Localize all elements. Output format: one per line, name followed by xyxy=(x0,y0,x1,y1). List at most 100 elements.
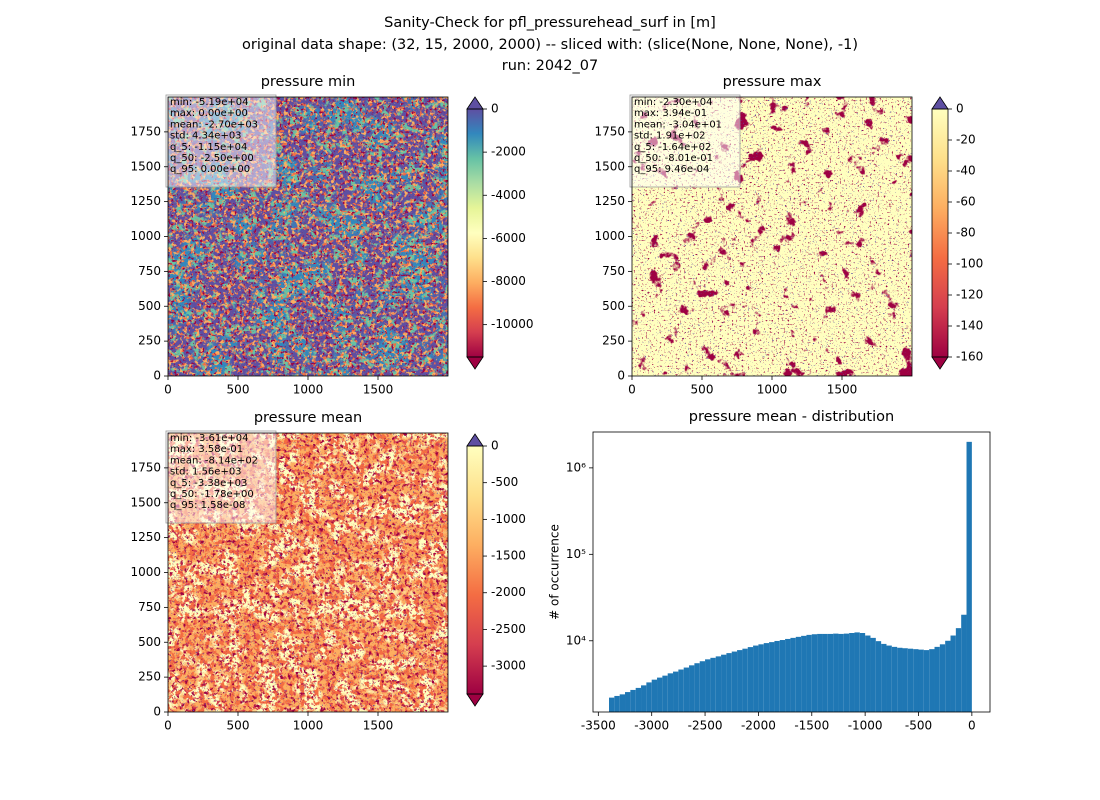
colorbar-extend-over xyxy=(466,96,484,110)
histogram-bar xyxy=(843,633,850,712)
x-tick-label: 1500 xyxy=(827,383,858,397)
axes-frame xyxy=(592,431,991,713)
colorbar-extend-under xyxy=(931,356,949,370)
histogram-bar xyxy=(785,638,791,712)
histogram-bar xyxy=(715,656,722,712)
y-tick-label: 250 xyxy=(138,670,161,684)
histogram-bar xyxy=(833,633,839,712)
colorbar xyxy=(932,109,948,357)
histogram-bar xyxy=(699,661,706,712)
histogram-bar xyxy=(939,644,946,712)
colorbar-tick-label: -2500 xyxy=(491,622,526,636)
histogram-bar xyxy=(635,687,642,712)
panel-title: pressure max xyxy=(723,74,822,90)
histogram-bar xyxy=(710,657,716,712)
histogram-bar xyxy=(891,646,898,712)
colorbar-tick-label: -3000 xyxy=(491,659,526,673)
colorbar-tick-label: -2000 xyxy=(491,145,526,159)
colorbar-tick-label: 0 xyxy=(956,102,964,116)
x-tick-label: 500 xyxy=(227,719,250,733)
colorbar-extend-over xyxy=(931,96,949,110)
histogram-bar xyxy=(673,671,679,712)
histogram-bar xyxy=(827,633,834,712)
histogram-bar xyxy=(897,647,903,712)
stats-text: max: 3.94e-01 xyxy=(634,108,707,119)
y-tick-label: 1250 xyxy=(130,530,161,544)
y-tick-label: 1000 xyxy=(594,229,625,243)
histogram-bar xyxy=(902,648,908,712)
stats-text: mean: -2.70e+03 xyxy=(170,119,258,130)
colorbar xyxy=(467,109,483,357)
histogram-bar xyxy=(769,642,775,712)
histogram-bar xyxy=(667,673,674,712)
histogram-bar xyxy=(811,634,818,712)
colorbar-tick-label: 0 xyxy=(491,439,499,453)
x-tick-label: -1500 xyxy=(794,719,829,733)
colorbar-tick-label: -4000 xyxy=(491,188,526,202)
y-tick-label: 10⁶ xyxy=(566,460,586,474)
histogram-bar xyxy=(678,669,684,712)
y-tick-label: 1750 xyxy=(594,124,625,138)
colorbar-tick-label: -140 xyxy=(956,319,983,333)
x-tick-label: 500 xyxy=(227,383,250,397)
y-tick-label: 1500 xyxy=(130,495,161,509)
histogram-bar xyxy=(625,692,631,712)
colorbar-frame xyxy=(466,108,484,358)
y-tick-label: 1250 xyxy=(594,194,625,208)
stats-text: min: -5.19e+04 xyxy=(170,97,249,108)
histogram-bar xyxy=(907,648,914,712)
stats-box xyxy=(165,94,277,188)
y-tick-label: 500 xyxy=(138,299,161,313)
histogram-bar xyxy=(961,614,967,712)
colorbar-tick-label: -60 xyxy=(956,195,976,209)
x-tick-label: -3500 xyxy=(581,719,616,733)
colorbar-tick-label: -8000 xyxy=(491,274,526,288)
histogram-bar xyxy=(881,643,887,712)
x-tick-label: 0 xyxy=(164,719,172,733)
histogram-bar xyxy=(870,637,876,712)
y-tick-label: 1000 xyxy=(130,565,161,579)
y-tick-label: 1500 xyxy=(594,159,625,173)
histogram-bar xyxy=(913,649,919,712)
colorbar-tick-label: -160 xyxy=(956,350,983,364)
colorbar-tick-label: -1500 xyxy=(491,549,526,563)
histogram-bar xyxy=(753,645,759,712)
colorbar xyxy=(467,446,483,694)
histogram-bar xyxy=(790,637,796,712)
colorbar-tick-label: -1000 xyxy=(491,512,526,526)
y-tick-label: 250 xyxy=(602,334,625,348)
histogram-bar xyxy=(849,633,855,712)
colorbar-tick-label: -6000 xyxy=(491,231,526,245)
histogram-bar xyxy=(657,677,663,712)
y-tick-label: 500 xyxy=(602,299,625,313)
y-tick-label: 750 xyxy=(138,600,161,614)
histogram-bar xyxy=(875,641,882,712)
figure-subtitle: original data shape: (32, 15, 2000, 2000… xyxy=(242,37,858,53)
y-tick-label: 1000 xyxy=(130,229,161,243)
colorbar-tick-label: -100 xyxy=(956,257,983,271)
x-tick-label: -3000 xyxy=(634,719,669,733)
y-tick-label: 10⁵ xyxy=(566,547,586,561)
y-tick-label: 1750 xyxy=(130,124,161,138)
histogram-bar xyxy=(774,640,780,712)
histogram-bar xyxy=(955,628,962,712)
y-tick-label: 500 xyxy=(138,635,161,649)
histogram-bar xyxy=(742,648,748,712)
histogram-bar xyxy=(865,635,871,712)
colorbar-tick-label: -40 xyxy=(956,164,976,178)
y-tick-label: 250 xyxy=(138,334,161,348)
histogram-bar xyxy=(651,679,658,712)
stats-text: q_5: -1.15e+04 xyxy=(170,142,247,153)
histogram-bar xyxy=(721,654,727,712)
x-tick-label: 1000 xyxy=(293,719,324,733)
histogram-bar xyxy=(662,675,668,712)
histogram-bar xyxy=(886,645,892,712)
histogram-bar xyxy=(619,694,626,712)
y-tick-label: 750 xyxy=(138,264,161,278)
stats-text: q_5: -1.64e+02 xyxy=(634,142,711,153)
stats-text: std: 4.34e+03 xyxy=(170,131,242,142)
histogram-bar xyxy=(747,647,754,712)
colorbar-tick-label: -2000 xyxy=(491,585,526,599)
colorbar-tick-label: -80 xyxy=(956,226,976,240)
histogram-bar xyxy=(801,635,807,712)
